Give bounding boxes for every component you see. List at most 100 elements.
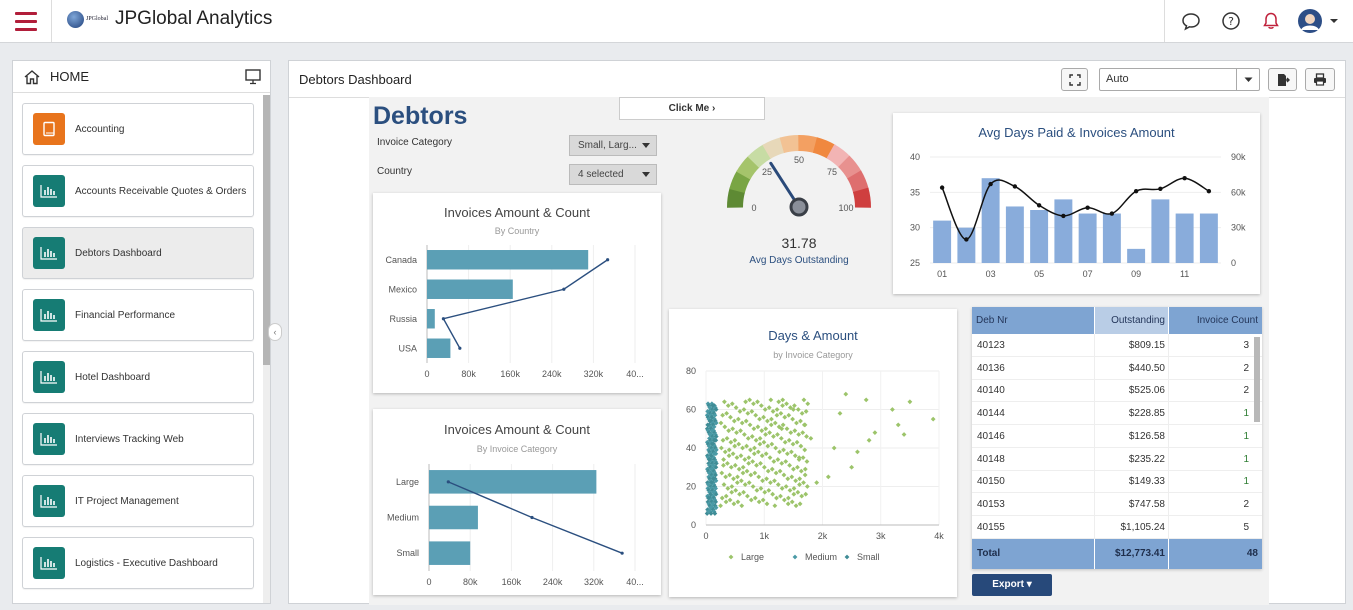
export-button[interactable] (1268, 68, 1297, 91)
sidebar-item-hotel-dashboard[interactable]: Hotel Dashboard (22, 351, 254, 403)
sidebar-item-logistics[interactable]: Logistics - Executive Dashboard (22, 537, 254, 589)
scatter-point (735, 474, 740, 480)
gauge-tick-100: 100 (838, 203, 853, 213)
table-row[interactable]: 40140 $525.06 2 (972, 379, 1262, 403)
sidebar-item-it-project-management[interactable]: IT Project Management (22, 475, 254, 527)
scatter-point (802, 466, 808, 472)
scatter-point (723, 499, 729, 505)
click-me-button[interactable]: Click Me › (619, 97, 765, 120)
total-label: Total (977, 548, 1001, 559)
bell-icon[interactable] (1258, 0, 1284, 42)
scatter-point (729, 484, 735, 489)
scatter-point (712, 457, 718, 462)
x-tick-label: 240k (543, 577, 563, 587)
table-body: 40123 $809.15 3 40136 $440.50 2 40140 $525.06 2 4… (972, 334, 1262, 539)
scatter-point (741, 432, 747, 437)
help-icon[interactable]: ? (1218, 0, 1244, 42)
table-row[interactable]: 40123 $809.15 3 (972, 334, 1262, 357)
bar (429, 470, 597, 494)
gauge-tick-75: 75 (827, 167, 837, 177)
cell-outstanding: $1,105.24 (1120, 521, 1166, 533)
scatter-point (773, 445, 779, 451)
sidebar-item-accounting[interactable]: Accounting (22, 103, 254, 155)
scatter-point (721, 457, 726, 462)
table-row[interactable]: 40150 $149.33 1 (972, 470, 1262, 494)
scatter-point (734, 480, 740, 486)
table-row[interactable]: 40153 $747.58 2 (972, 492, 1262, 516)
scatter-point (747, 397, 753, 403)
scatter-point (728, 439, 734, 445)
scatter-point (709, 420, 715, 426)
scatter-point (863, 397, 869, 403)
scatter-point (777, 449, 782, 455)
y-tick-label: Large (396, 477, 419, 487)
scatter-point (705, 486, 711, 491)
table-row[interactable]: 40144 $228.85 1 (972, 402, 1262, 426)
table-scroll-thumb[interactable] (1254, 337, 1260, 422)
table-header-invoice-count[interactable]: Invoice Count (1169, 307, 1262, 334)
scatter-point (706, 474, 712, 480)
sidebar-item-interviews-tracking[interactable]: Interviews Tracking Web (22, 413, 254, 465)
scatter-point (785, 501, 791, 507)
scatter-point (800, 455, 806, 461)
scatter-point (781, 472, 787, 478)
scatter-point (764, 501, 770, 507)
bar (427, 250, 589, 270)
cell-deb-nr: 40140 (977, 385, 1005, 397)
table-row[interactable]: 40136 $440.50 2 (972, 356, 1262, 380)
chat-icon[interactable] (1178, 0, 1204, 42)
scatter-point (742, 482, 748, 487)
scatter-point (800, 430, 806, 435)
scatter-point (756, 499, 762, 505)
app-title: JPGlobal Analytics (115, 8, 273, 29)
scatter-point (724, 410, 730, 416)
sidebar-item-debtors-dashboard[interactable]: Debtors Dashboard (22, 227, 254, 279)
table-header-deb-nr[interactable]: Deb Nr (972, 307, 1094, 334)
dashboard-heading: Debtors (373, 102, 468, 130)
home-label[interactable]: HOME (50, 69, 89, 84)
scatter-point (778, 493, 783, 499)
table-row[interactable]: 40148 $235.22 1 (972, 447, 1262, 471)
x-tick-label: 07 (1083, 269, 1093, 279)
scatter-point (753, 437, 759, 443)
home-icon[interactable] (23, 69, 41, 85)
country-select[interactable]: 4 selected (569, 164, 657, 185)
x-tick-label: 320k (584, 577, 604, 587)
scatter-point (768, 480, 773, 486)
scatter-point (771, 459, 777, 464)
scatter-point (755, 449, 761, 455)
table-row[interactable]: 40155 $1,105.24 5 (972, 515, 1262, 539)
scatter-point (759, 428, 765, 434)
export-dropdown-button[interactable]: Export ▾ (972, 574, 1052, 596)
avatar[interactable] (1296, 0, 1340, 42)
print-button[interactable] (1305, 68, 1335, 91)
menu-icon[interactable] (0, 0, 52, 42)
scatter-point (754, 487, 760, 493)
scatter-point (713, 459, 718, 464)
scatter-point (787, 462, 792, 468)
sidebar-item-financial-performance[interactable]: Financial Performance (22, 289, 254, 341)
gauge-tick-0: 0 (751, 203, 756, 213)
scatter-point (751, 426, 757, 432)
sidebar-item-label: IT Project Management (75, 495, 179, 507)
scatter-point (722, 449, 728, 455)
sidebar-scroll-thumb[interactable] (263, 95, 270, 365)
chart-title: Days & Amount (768, 328, 858, 343)
presentation-icon[interactable] (244, 68, 262, 85)
collapse-sidebar-button[interactable]: ‹ (268, 323, 282, 341)
table-row[interactable]: 40146 $126.58 1 (972, 424, 1262, 448)
fullscreen-icon (1068, 73, 1081, 86)
fullscreen-button[interactable] (1061, 68, 1088, 91)
cell-outstanding: $149.33 (1128, 476, 1165, 488)
scatter-point (732, 462, 738, 468)
scatter-point (728, 414, 733, 420)
cell-deb-nr: 40144 (977, 408, 1005, 420)
sidebar-item-accounts-receivable[interactable]: Accounts Receivable Quotes & Orders (22, 165, 254, 217)
amount-point (1158, 186, 1163, 191)
cell-invoice-count: 5 (1243, 521, 1249, 533)
scatter-point (705, 441, 711, 447)
invoice-category-select[interactable]: Small, Larg... (569, 135, 657, 156)
refresh-select[interactable]: Auto (1099, 68, 1260, 91)
x-tick-label: 160k (500, 369, 520, 379)
table-header-outstanding[interactable]: Outstanding (1095, 307, 1168, 334)
